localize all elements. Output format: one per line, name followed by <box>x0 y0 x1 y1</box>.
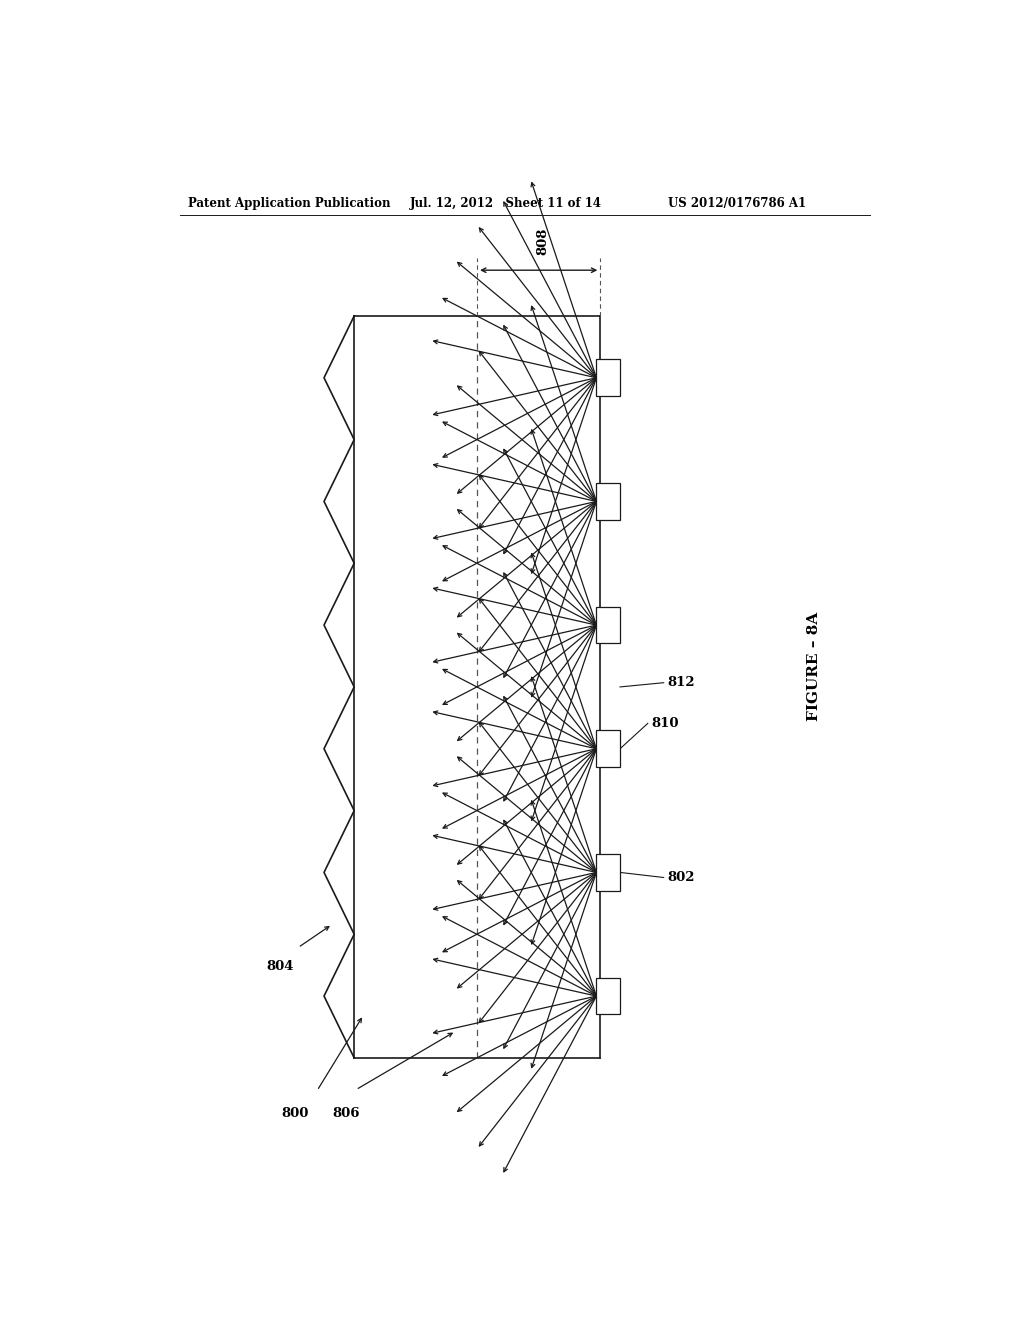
Text: US 2012/0176786 A1: US 2012/0176786 A1 <box>668 197 806 210</box>
Bar <box>596 607 621 643</box>
Bar <box>596 854 621 891</box>
Text: 808: 808 <box>537 227 549 255</box>
Text: Jul. 12, 2012   Sheet 11 of 14: Jul. 12, 2012 Sheet 11 of 14 <box>410 197 602 210</box>
Text: 810: 810 <box>651 717 679 730</box>
Bar <box>596 730 621 767</box>
Bar <box>596 978 621 1014</box>
Text: FIGURE – 8A: FIGURE – 8A <box>808 612 821 721</box>
Text: 804: 804 <box>266 960 294 973</box>
Bar <box>596 359 621 396</box>
Bar <box>596 483 621 520</box>
Text: Patent Application Publication: Patent Application Publication <box>187 197 390 210</box>
Text: 806: 806 <box>333 1107 360 1121</box>
Text: 802: 802 <box>668 871 695 884</box>
Text: 812: 812 <box>668 676 695 689</box>
Text: 800: 800 <box>281 1107 308 1121</box>
